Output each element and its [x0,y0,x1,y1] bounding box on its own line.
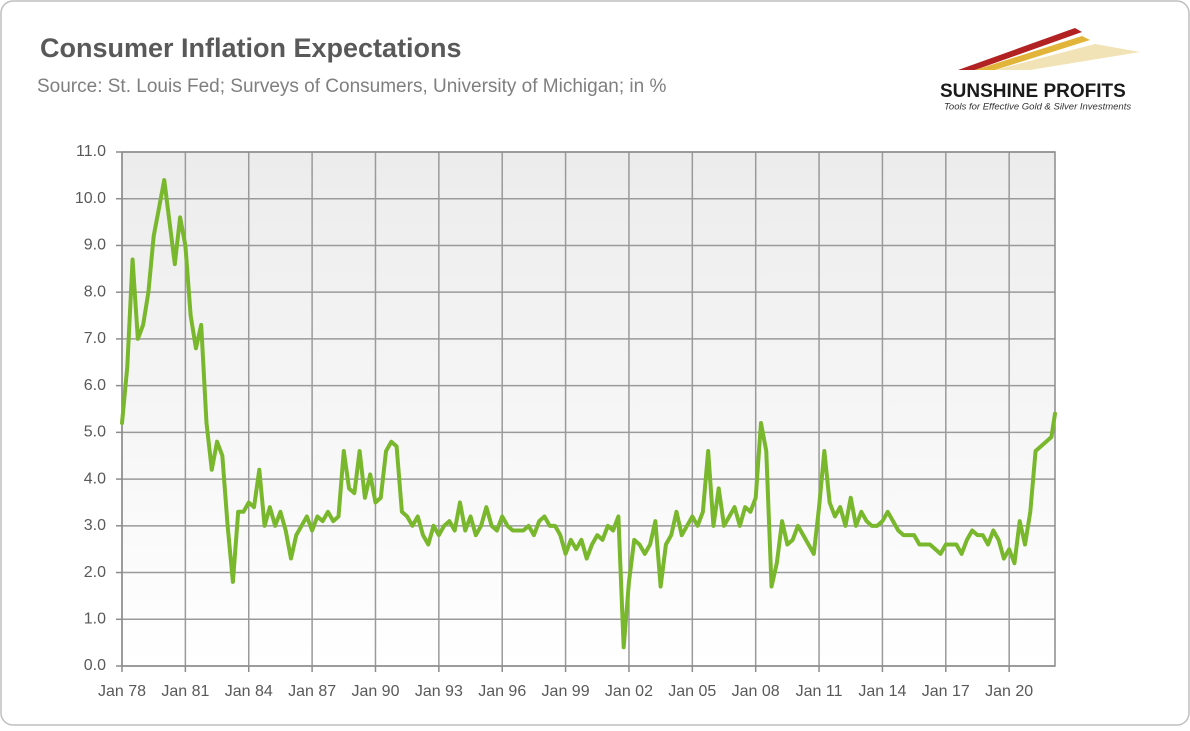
x-tick-label: Jan 96 [478,683,526,700]
y-tick-label: 2.0 [84,564,106,581]
y-tick-label: 8.0 [84,283,106,300]
y-tick-label: 5.0 [84,424,106,441]
x-tick-label: Jan 90 [351,683,399,700]
x-tick-label: Jan 02 [605,683,653,700]
x-tick-label: Jan 99 [542,683,590,700]
x-tick-label: Jan 81 [161,683,209,700]
x-tick-label: Jan 17 [922,683,970,700]
x-tick-label: Jan 20 [985,683,1033,700]
x-tick-label: Jan 11 [796,683,843,700]
logo-swoosh [958,28,1082,70]
y-tick-label: 4.0 [84,470,106,487]
y-tick-label: 6.0 [84,377,106,394]
logo-name: SUNSHINE PROFITS [940,81,1126,102]
x-tick-label: Jan 14 [858,683,906,700]
y-tick-label: 7.0 [84,330,106,347]
logo-tagline: Tools for Effective Gold & Silver Invest… [944,102,1131,113]
plot-area [122,152,1055,666]
y-tick-label: 10.0 [75,190,106,207]
y-tick-label: 0.0 [84,657,106,674]
y-tick-label: 9.0 [84,237,106,254]
x-tick-label: Jan 05 [668,683,716,700]
x-tick-label: Jan 93 [415,683,463,700]
chart-title: Consumer Inflation Expectations [40,33,462,63]
x-tick-label: Jan 08 [732,683,780,700]
x-tick-label: Jan 84 [225,683,273,700]
y-tick-label: 3.0 [84,517,106,534]
y-tick-label: 1.0 [84,610,106,627]
logo: SUNSHINE PROFITS Tools for Effective Gol… [940,28,1140,113]
y-tick-label: 11.0 [76,143,106,160]
tick-labels: 0.0 1.0 2.0 3.0 4.0 5.0 6.0 7.0 8.0 9.0 10.0 11.0 Ja… [75,143,1033,700]
x-tick-label: Jan 87 [288,683,336,700]
line [120,178,1057,650]
logo-swoosh [995,44,1140,70]
series [120,178,1057,650]
x-tick-label: Jan 78 [98,683,146,700]
chart-subtitle: Source: St. Louis Fed; Surveys of Consum… [37,76,666,97]
logo-swoosh [975,36,1090,70]
